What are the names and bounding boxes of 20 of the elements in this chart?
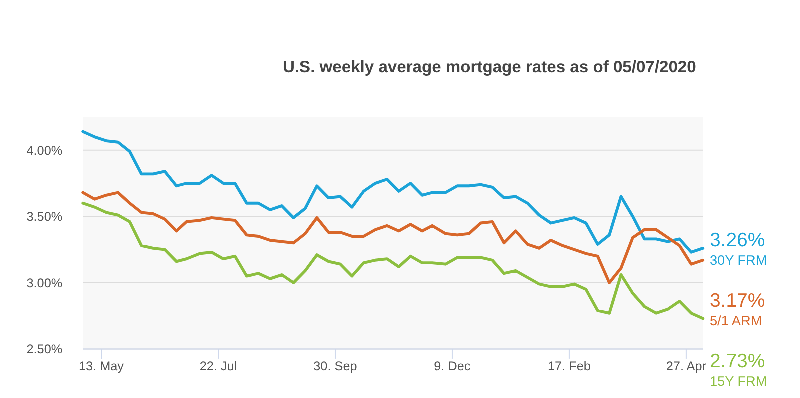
text: 15Y FRM xyxy=(710,374,768,389)
y-tick-label: 3.50% xyxy=(26,210,63,224)
x-tick-label: 17. Feb xyxy=(548,360,591,374)
y-tick-label: 4.00% xyxy=(26,144,63,158)
x-tick-label: 27. Apr xyxy=(666,360,706,374)
line-series xyxy=(82,202,705,320)
text: 5/1 ARM xyxy=(710,313,762,328)
data-label: 2.73% xyxy=(710,350,766,372)
data-label: 3.17% xyxy=(710,290,766,312)
series-label: 30Y FRM xyxy=(710,253,768,268)
x-tick-label: 22. Jul xyxy=(200,360,238,374)
x-tick-label: 30. Sep xyxy=(314,360,358,374)
line-series xyxy=(82,130,705,254)
x-tick-label: 9. Dec xyxy=(434,360,471,374)
x-tick-label: 13. May xyxy=(78,360,125,374)
line-series xyxy=(82,191,705,284)
chart-subtitle: U.S. weekly average mortgage rates as of 05/07/2020 xyxy=(282,57,696,76)
y-tick-label: 3.00% xyxy=(26,276,63,290)
y-tick-label: 2.50% xyxy=(26,342,63,357)
data-label: 3.26% xyxy=(710,229,766,252)
